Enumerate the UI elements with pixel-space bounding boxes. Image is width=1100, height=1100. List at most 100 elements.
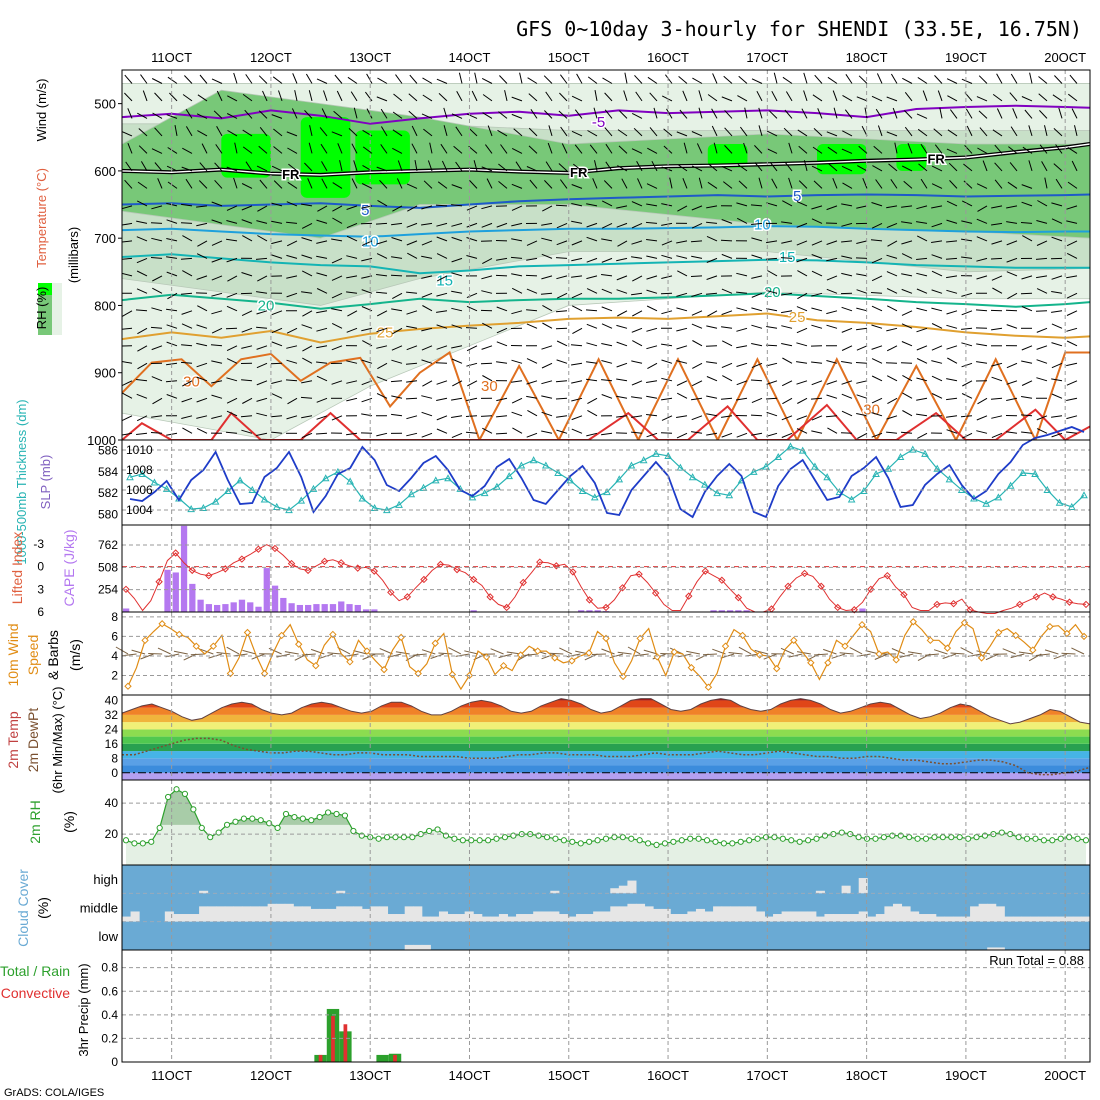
cape-bar	[230, 602, 237, 612]
rh2m-point	[611, 834, 618, 841]
temp-line	[121, 698, 1091, 725]
cloud-bar	[396, 914, 406, 922]
rh2m-point	[703, 837, 711, 844]
rh2m-point	[350, 827, 357, 835]
temp-band	[122, 765, 1090, 773]
thickness-point	[1019, 468, 1027, 476]
cloud-axis-label: Cloud Cover	[15, 869, 31, 947]
cloud-bar	[576, 914, 586, 922]
precip-total-bar	[376, 1054, 389, 1062]
rh2m-point	[695, 835, 702, 842]
isotherm-label: 20	[258, 297, 275, 314]
rh2m-point	[156, 824, 163, 832]
wind-speed-axis-label: Speed	[25, 635, 41, 675]
rh2m-point	[956, 834, 963, 841]
cloud-bar	[447, 914, 457, 922]
y-tick-label: 600	[94, 164, 116, 179]
cloud-bar	[995, 906, 1005, 922]
rh2m-point	[661, 840, 669, 847]
precip-tick-label: 0.8	[101, 961, 118, 975]
rh2m-area	[126, 789, 1086, 865]
li-point	[602, 603, 610, 612]
cape-axis-label: CAPE (J/kg)	[61, 529, 77, 606]
wind-speed-point	[141, 636, 149, 645]
precip-tick-label: 0.6	[101, 984, 118, 998]
rh2m-point	[131, 840, 138, 847]
cape-bar	[247, 602, 254, 612]
rh2m-point	[325, 809, 332, 816]
thickness-point	[236, 476, 244, 484]
temperature-axis-label: Temperature (°C)	[34, 168, 49, 268]
cape-panel	[122, 525, 1090, 614]
cape-bar	[271, 585, 279, 612]
wind-speed-point	[192, 642, 200, 650]
thickness-point	[1067, 502, 1076, 510]
cape-tick-label: 254	[98, 583, 118, 597]
wind-speed-point	[773, 664, 781, 673]
cape-bar	[321, 604, 328, 612]
wind-speed-point	[1029, 646, 1037, 654]
precip-tick-label: 0.4	[101, 1008, 118, 1022]
isotherm-label: 5	[361, 202, 369, 219]
rh2m-point	[737, 838, 744, 845]
cloud-bar	[233, 906, 243, 922]
cloud-bar	[336, 890, 346, 894]
li-tick-label: -3	[33, 537, 44, 551]
cloud-bar	[798, 911, 808, 922]
rh-legend-swatch-light	[52, 283, 62, 335]
rh2m-point	[813, 835, 820, 842]
x-tick-label-top: 13OCT	[349, 50, 391, 65]
temp-tick-label: 32	[105, 708, 119, 722]
cape-bar	[255, 606, 262, 612]
cloud-bar	[644, 906, 654, 922]
temp-band	[122, 751, 1090, 759]
li-point	[569, 568, 577, 576]
thickness-point	[786, 442, 795, 450]
y-tick-label: 1000	[87, 433, 116, 448]
li-point	[817, 582, 825, 590]
rh2m-point	[274, 824, 281, 832]
cloud-bar	[1012, 916, 1022, 922]
cape-bar	[726, 610, 734, 612]
cloud-bar	[910, 911, 920, 922]
cloud-bar	[730, 906, 740, 922]
li-point	[469, 575, 478, 584]
cloud-bar	[164, 911, 174, 922]
wind-speed-point	[892, 656, 900, 664]
cloud-bar	[833, 914, 843, 922]
rh2m-point	[586, 838, 593, 845]
li-point	[155, 578, 163, 586]
li-point	[453, 565, 461, 574]
freezing-level-label: FR	[927, 152, 945, 167]
wind-speed-point	[431, 639, 439, 647]
isotherm-label: 30	[183, 373, 200, 390]
rh2m-panel	[122, 786, 1090, 865]
rh2m-point	[291, 813, 298, 821]
li-point	[850, 606, 858, 614]
cloud-bar	[892, 903, 903, 922]
cloud-bar	[541, 911, 551, 922]
rh2m-point	[914, 835, 921, 842]
thickness-point	[896, 452, 905, 460]
cape-bar	[718, 610, 725, 612]
rh2m-point	[308, 817, 315, 824]
wind-speed-point	[414, 669, 422, 678]
thickness-point	[1055, 498, 1064, 506]
thickness-point	[1080, 491, 1088, 499]
rh2m-point	[426, 827, 433, 835]
cape-bar	[313, 604, 320, 612]
wind-speed-point	[551, 654, 559, 662]
thickness-point	[444, 474, 452, 482]
li-point	[718, 576, 726, 584]
x-tick-label-top: 17OCT	[746, 50, 788, 65]
li-point	[320, 557, 329, 566]
cloud-bar	[327, 908, 337, 922]
rh2m-point	[788, 837, 795, 844]
wind-speed-point	[790, 636, 798, 645]
wind-speed-point	[721, 642, 730, 650]
thickness-point	[566, 476, 575, 484]
rh2m-point	[375, 835, 382, 842]
li-point	[800, 569, 809, 578]
cloud-units-axis-label: (%)	[35, 897, 51, 919]
